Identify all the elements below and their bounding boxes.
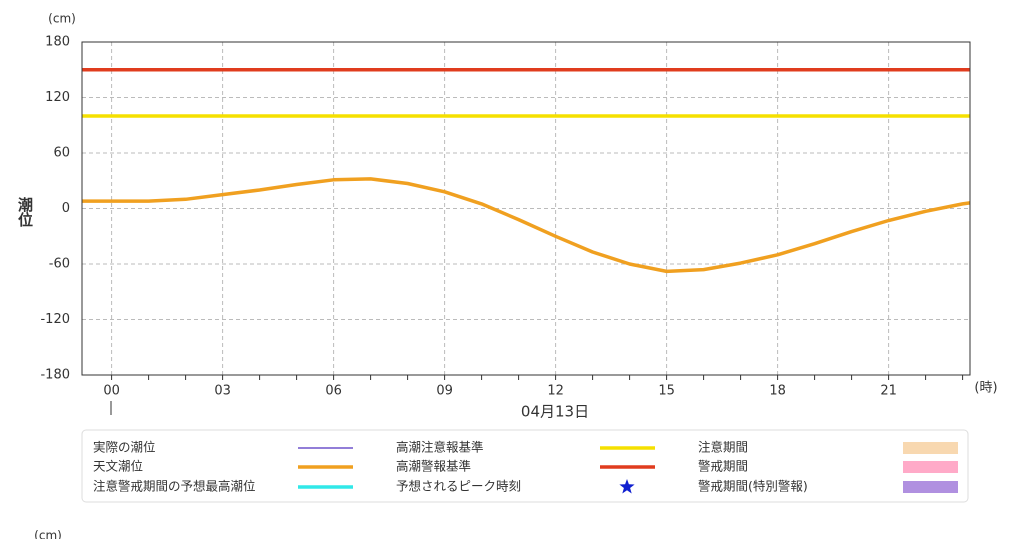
- legend-label: 天文潮位: [93, 459, 143, 474]
- legend-symbol: [903, 442, 958, 454]
- y-label: 潮位: [16, 196, 34, 227]
- y-tick-label: 120: [45, 90, 70, 105]
- next-y-unit: (cm): [34, 529, 62, 539]
- y-tick-label: 180: [45, 35, 70, 50]
- legend-label: 注意期間: [698, 440, 748, 455]
- plot-frame: [81, 41, 971, 376]
- x-tick-label: 09: [436, 384, 453, 399]
- x-tick-label: 12: [547, 384, 564, 399]
- legend-label: 警戒期間: [698, 459, 748, 474]
- x-unit: (時): [974, 381, 997, 396]
- date-label: 04月13日: [521, 403, 589, 421]
- y-tick-label: -120: [40, 312, 70, 327]
- legend-symbol: [619, 479, 635, 494]
- legend-symbol: [903, 461, 958, 473]
- legend-label: 予想されるピーク時刻: [396, 479, 521, 494]
- x-tick-label: 21: [880, 384, 897, 399]
- legend-label: 高潮警報基準: [396, 459, 471, 474]
- y-tick-label: 0: [62, 201, 70, 216]
- legend-label: 注意警戒期間の予想最高潮位: [93, 479, 256, 494]
- y-tick-label: 60: [53, 146, 70, 161]
- x-tick-label: 00: [103, 384, 120, 399]
- legend-label: 警戒期間(特別警報): [698, 479, 808, 494]
- legend-symbol: [903, 481, 958, 493]
- legend-label: 実際の潮位: [93, 440, 156, 455]
- y-unit: (cm): [48, 12, 76, 26]
- legend-label: 高潮注意報基準: [396, 440, 484, 455]
- x-tick-label: 03: [214, 384, 231, 399]
- tide-line: [82, 177, 971, 274]
- y-tick-label: -180: [40, 368, 70, 383]
- y-tick-label: -60: [49, 257, 70, 272]
- x-tick-label: 06: [325, 384, 342, 399]
- x-tick-label: 18: [769, 384, 786, 399]
- x-tick-label: 15: [658, 384, 675, 399]
